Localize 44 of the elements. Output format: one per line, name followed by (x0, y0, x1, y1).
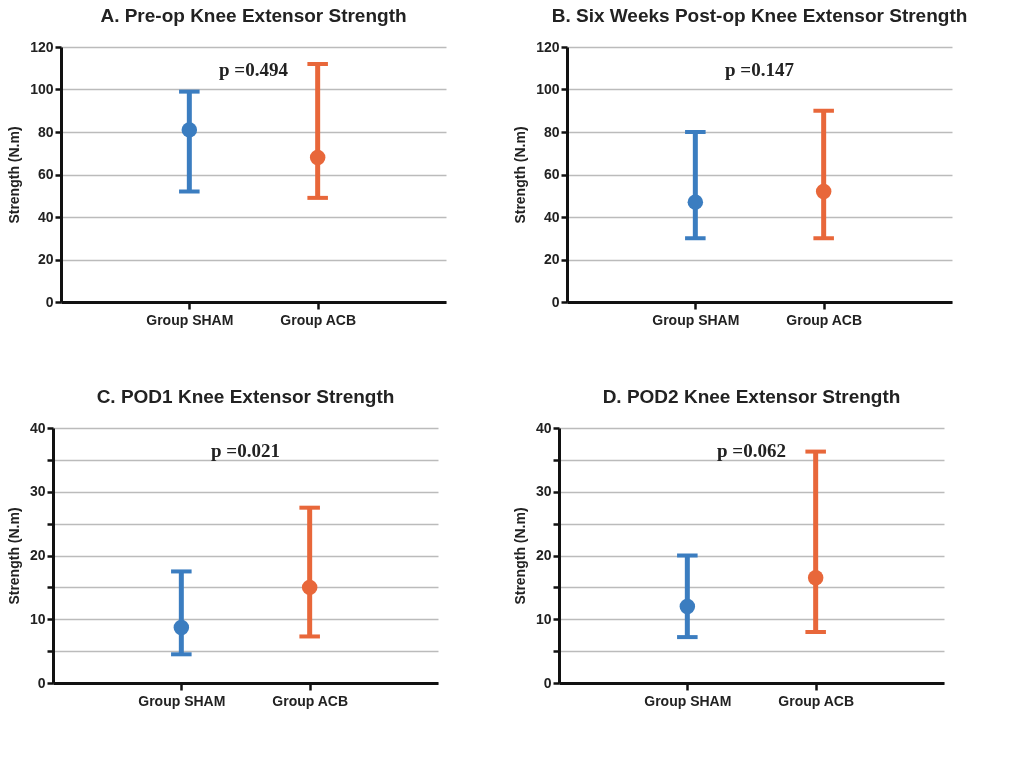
y-tick-label: 30 (535, 483, 552, 500)
y-tick-label: 30 (29, 483, 46, 500)
y-tick-label: 20 (37, 251, 54, 267)
y-tick-label: 40 (37, 208, 54, 225)
y-tick-label: 0 (543, 674, 552, 691)
y-axis-title: Strength (N.m) (512, 126, 529, 224)
x-tick-label: Group SHAM (644, 692, 732, 709)
y-axis-title: Strength (N.m) (511, 507, 528, 605)
y-tick-label: 60 (37, 166, 54, 182)
y-tick-label: 100 (30, 81, 54, 97)
x-tick-label: Group ACB (786, 311, 863, 328)
y-axis-title: Strength (N.m) (5, 507, 22, 605)
y-tick-label: 80 (37, 123, 54, 140)
y-tick-label: 20 (543, 251, 560, 267)
x-tick-label: Group SHAM (146, 311, 234, 328)
y-tick-label: 80 (543, 123, 560, 140)
y-tick-label: 10 (535, 610, 552, 627)
y-tick-label: 100 (536, 81, 560, 97)
y-tick-label: 40 (543, 208, 560, 225)
y-tick-label: 10 (29, 610, 46, 627)
annotation: p =0.062 (717, 440, 786, 461)
y-tick-label: 60 (543, 166, 560, 182)
y-tick-label: 0 (45, 293, 54, 310)
y-tick-label: 40 (535, 419, 552, 436)
chart-title: B. Six Weeks Post-op Knee Extensor Strength (551, 5, 968, 26)
x-tick-label: Group ACB (272, 692, 349, 709)
annotation: p =0.494 (219, 59, 289, 80)
y-tick-label: 20 (29, 547, 46, 563)
chart-title: C. POD1 Knee Extensor Strength (96, 386, 395, 407)
y-tick-label: 40 (29, 419, 46, 436)
annotation: p =0.021 (211, 440, 280, 461)
y-tick-label: 120 (536, 38, 560, 55)
x-tick-label: Group SHAM (138, 692, 226, 709)
chart-title: D. POD2 Knee Extensor Strength (602, 386, 901, 407)
y-tick-label: 20 (535, 547, 552, 563)
x-tick-label: Group ACB (778, 692, 855, 709)
x-tick-label: Group ACB (280, 311, 357, 328)
x-tick-label: Group SHAM (652, 311, 740, 328)
y-tick-label: 0 (37, 674, 46, 691)
chart-title: A. Pre-op Knee Extensor Strength (100, 5, 407, 26)
y-tick-label: 0 (551, 293, 560, 310)
y-axis-title: Strength (N.m) (6, 126, 23, 224)
y-tick-label: 120 (30, 38, 54, 55)
annotation: p =0.147 (725, 59, 795, 80)
